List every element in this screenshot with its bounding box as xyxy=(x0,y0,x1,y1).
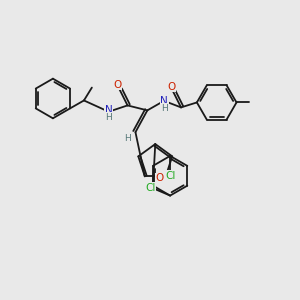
Text: O: O xyxy=(113,80,122,90)
Text: Cl: Cl xyxy=(165,171,175,181)
Text: N: N xyxy=(160,97,168,106)
Text: N: N xyxy=(105,105,112,116)
Text: O: O xyxy=(156,173,164,183)
Text: H: H xyxy=(161,104,168,113)
Text: Cl: Cl xyxy=(145,183,155,193)
Text: H: H xyxy=(124,134,131,142)
Text: O: O xyxy=(167,82,175,92)
Text: H: H xyxy=(105,113,112,122)
